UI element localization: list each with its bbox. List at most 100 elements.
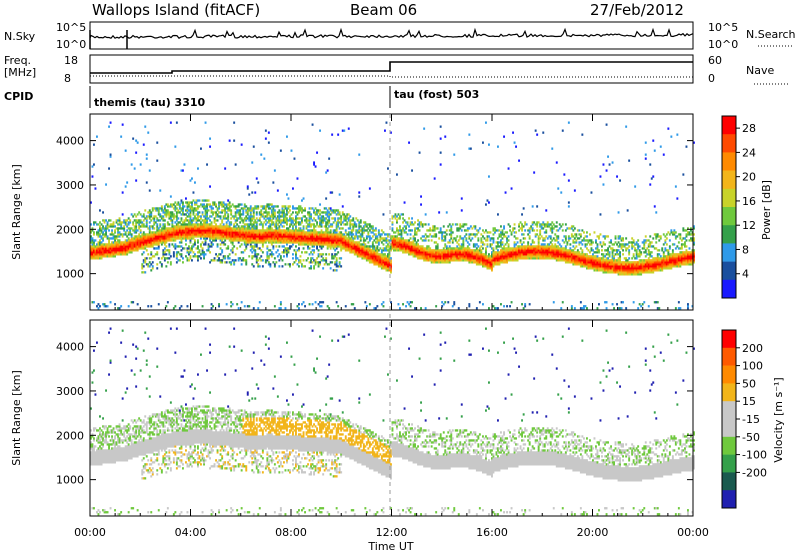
power-cell (156, 241, 159, 244)
power-cell (436, 227, 439, 230)
power-cell (224, 209, 227, 212)
power-cell (468, 235, 471, 238)
power-cell (287, 249, 290, 252)
power-cell (150, 269, 153, 272)
power-cell (341, 243, 344, 246)
power-cell (482, 263, 484, 266)
power-cell (539, 247, 542, 250)
power-cell (148, 239, 151, 242)
power-cell (439, 227, 442, 230)
power-cell (135, 223, 138, 226)
power-cell (286, 193, 288, 196)
power-cell (138, 223, 141, 226)
power-cell (337, 241, 340, 244)
power-cell (365, 247, 368, 250)
power-cell (117, 307, 120, 310)
power-cell (177, 203, 180, 206)
power-cell (515, 243, 518, 246)
power-cell (126, 253, 129, 256)
power-cell (453, 251, 456, 254)
power-cell (147, 235, 150, 238)
power-cell (338, 243, 341, 246)
power-cell (402, 239, 405, 242)
power-cell (453, 249, 456, 252)
power-cell (150, 241, 153, 244)
power-cell (344, 247, 347, 250)
power-cell (237, 231, 240, 234)
power-cell (124, 249, 127, 252)
power-cell (281, 213, 284, 216)
power-cell (283, 241, 285, 244)
power-cell (299, 255, 302, 258)
power-cell (497, 253, 499, 256)
power-cell (127, 237, 130, 240)
power-cell (166, 205, 169, 208)
power-cell (275, 245, 278, 248)
power-cell (478, 247, 481, 250)
power-cell (460, 245, 463, 248)
power-cell (156, 229, 159, 232)
power-cell (133, 249, 136, 252)
power-cell (159, 237, 162, 240)
power-cell (243, 249, 246, 252)
power-cell (138, 233, 141, 236)
power-cell (248, 231, 251, 234)
power-cell (233, 261, 236, 264)
power-cell (307, 241, 310, 244)
power-cell (482, 241, 484, 244)
power-cell (564, 237, 567, 240)
power-cell (213, 239, 216, 242)
power-cell (301, 207, 303, 210)
power-cell (469, 251, 472, 254)
power-cell (224, 237, 227, 240)
power-cell (382, 253, 385, 256)
power-cell (245, 215, 248, 218)
power-cell (148, 189, 151, 192)
power-cell (206, 219, 209, 222)
power-cell (94, 249, 97, 252)
power-cell (564, 229, 567, 232)
power-cell (121, 245, 124, 248)
power-cell (365, 237, 368, 240)
power-cell (445, 261, 448, 264)
power-cell (554, 255, 557, 258)
power-cell (549, 229, 552, 232)
power-cell (133, 237, 136, 240)
power-cell (310, 257, 313, 260)
power-cell (169, 205, 172, 208)
power-cell (483, 261, 486, 264)
power-cell (188, 223, 190, 226)
power-cell (308, 225, 311, 228)
power-cell (498, 235, 501, 238)
power-cell (474, 235, 477, 238)
power-cell (304, 239, 307, 242)
power-cell (257, 253, 260, 256)
power-cell (478, 253, 481, 256)
power-cell (292, 263, 294, 266)
power-cell (258, 301, 261, 304)
power-cell (150, 235, 153, 238)
power-cell (169, 239, 172, 242)
power-cell (144, 239, 147, 242)
power-cell (138, 235, 141, 238)
power-cell (448, 251, 451, 254)
power-cell (240, 243, 243, 246)
power-cell (209, 219, 212, 222)
power-cell (557, 245, 560, 248)
power-cell (180, 213, 183, 216)
power-cell (540, 223, 543, 226)
power-cell (316, 247, 319, 250)
power-cell (178, 203, 181, 206)
power-cell (115, 219, 118, 222)
power-cell (204, 121, 207, 124)
power-cell (439, 251, 442, 254)
power-cell (385, 267, 388, 270)
power-cell (394, 237, 397, 240)
power-cell (263, 207, 266, 210)
power-cell (334, 233, 337, 236)
power-cell (254, 233, 257, 236)
power-cell (325, 261, 328, 264)
power-cell (506, 251, 509, 254)
power-cell (203, 215, 206, 218)
power-cell (135, 229, 138, 232)
